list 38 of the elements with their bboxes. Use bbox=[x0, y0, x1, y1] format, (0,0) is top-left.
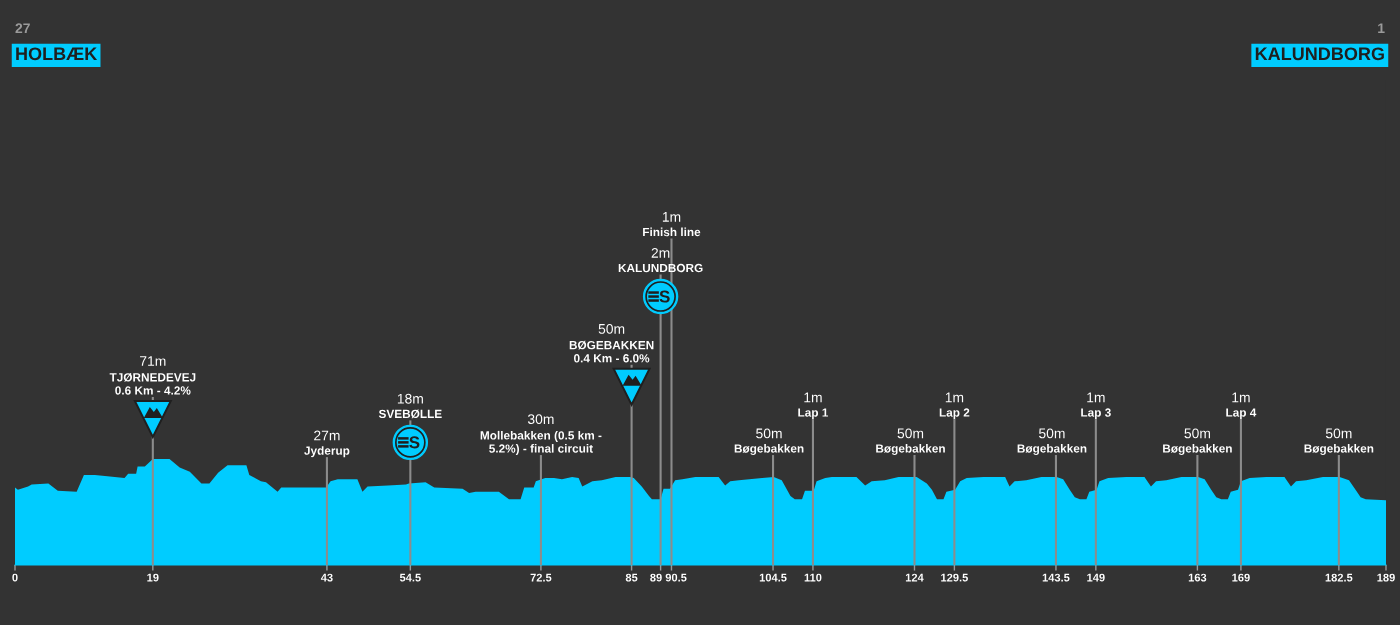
ref-line-label: 30m Mollebakken (0.5 km - 5.2%) - final circuit bbox=[480, 414, 602, 456]
x-tick-label: 110 bbox=[804, 573, 822, 582]
ref-line-label: 50m Bøgebakken bbox=[1304, 428, 1374, 456]
ref-line-label: 50m Bøgebakken bbox=[1017, 428, 1087, 456]
ref-line-label: 18m SVEBØLLE bbox=[378, 393, 442, 419]
text: KALUNDBORG bbox=[1255, 47, 1384, 61]
x-tick-label: 90.5 bbox=[665, 573, 687, 582]
ref-line-label: 50m BØGEBAKKEN 0.4 Km - 6.0% bbox=[569, 323, 654, 363]
x-tick-label: 182.5 bbox=[1325, 573, 1353, 582]
x-tick-label: 143.5 bbox=[1042, 573, 1070, 582]
x-tick-label: 89 bbox=[650, 573, 662, 582]
x-tick-label: 163 bbox=[1188, 573, 1207, 582]
x-tick-label: 124 bbox=[905, 573, 924, 582]
x-tick-label: 19 bbox=[147, 573, 159, 582]
ref-line-label: 1m Lap 4 bbox=[1226, 392, 1257, 420]
x-tick-label: 129.5 bbox=[941, 573, 968, 582]
ref-line-label: 50m Bøgebakken bbox=[1163, 428, 1232, 456]
x-tick-label: 169 bbox=[1232, 573, 1250, 582]
x-tick-label: 85 bbox=[625, 573, 638, 582]
text: 27 bbox=[15, 23, 30, 33]
ref-line-label: 1m Finish line bbox=[643, 212, 701, 237]
ref-line-label: 1m Lap 2 bbox=[939, 392, 970, 420]
ref-line-label: 2m KALUNDBORG bbox=[618, 247, 703, 273]
x-tick-label: 54.5 bbox=[399, 573, 421, 582]
ref-line-label: 1m Lap 1 bbox=[798, 392, 829, 420]
x-tick-label: 0 bbox=[12, 573, 18, 582]
ref-line-label: 1m Lap 3 bbox=[1081, 392, 1111, 420]
x-tick-label: 149 bbox=[1087, 573, 1105, 582]
x-tick-label: 43 bbox=[320, 573, 333, 582]
text: 1 bbox=[1378, 23, 1385, 33]
text: HOLBÆK bbox=[16, 47, 98, 61]
x-tick-label: 189 bbox=[1377, 573, 1395, 582]
ref-line-label: 50m Bøgebakken bbox=[876, 428, 945, 456]
x-tick-label: 104.5 bbox=[759, 573, 787, 582]
ref-line-label: 71m TJØRNEDEVEJ 0.6 Km - 4.2% bbox=[109, 356, 196, 395]
ref-line-label: 50m Bøgebakken bbox=[734, 428, 804, 456]
ref-line-label: 27m Jyderup bbox=[304, 430, 350, 458]
x-tick-label: 72.5 bbox=[530, 573, 552, 582]
